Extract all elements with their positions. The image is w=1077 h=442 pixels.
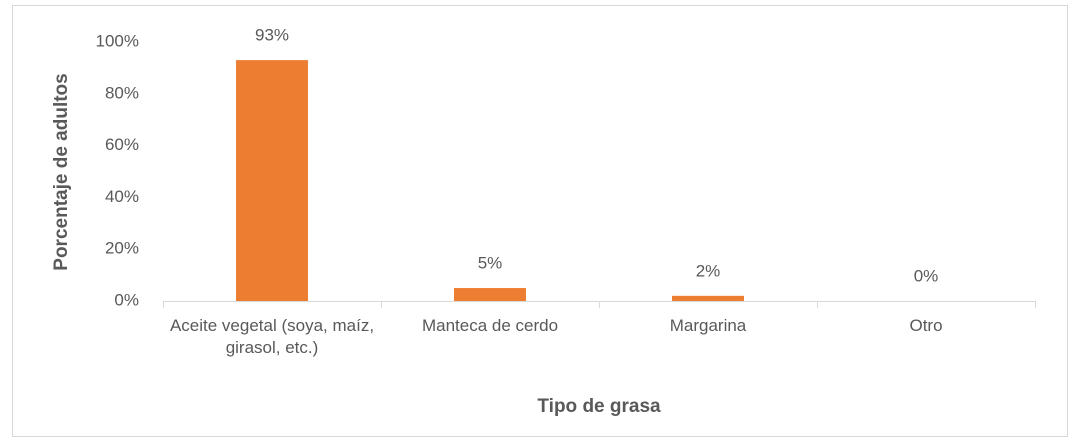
- y-tick-label: 20%: [105, 239, 139, 258]
- bar: [236, 60, 308, 301]
- y-tick-label: 100%: [96, 31, 139, 50]
- x-tick-label: Manteca de cerdo: [421, 316, 559, 335]
- data-label: 5%: [478, 254, 503, 273]
- y-tick-label: 40%: [105, 187, 139, 206]
- data-label: 93%: [255, 26, 289, 45]
- x-tick-label: Otro: [909, 316, 943, 335]
- bar: [454, 288, 526, 301]
- y-tick-label: 80%: [105, 83, 139, 102]
- x-tick-label-box: Aceite vegetal (soya, maíz, girasol, etc…: [169, 316, 375, 357]
- x-axis-title: Tipo de grasa: [537, 396, 661, 417]
- x-tick-label-box: Margarina: [669, 316, 747, 335]
- chart-border: [12, 5, 1068, 437]
- y-tick-label: 0%: [114, 290, 139, 309]
- data-label: 0%: [914, 266, 939, 285]
- x-tick-label: Aceite vegetal (soya, maíz, girasol, etc…: [169, 316, 375, 357]
- bar: [672, 295, 744, 301]
- x-tick-label-box: Otro: [909, 316, 943, 335]
- y-axis-title: Porcentaje de adultos: [51, 73, 72, 270]
- data-label: 2%: [696, 261, 721, 280]
- y-tick-label: 60%: [105, 135, 139, 154]
- x-tick-label: Margarina: [669, 316, 747, 335]
- x-tick-label-box: Manteca de cerdo: [421, 316, 559, 335]
